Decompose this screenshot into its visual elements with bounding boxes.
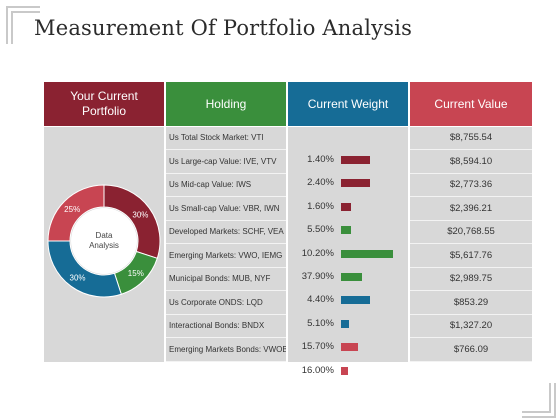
- donut-center-label: Data: [96, 231, 113, 240]
- corner-bracket-bottom-right: [522, 383, 556, 418]
- weight-bar: [341, 226, 351, 235]
- values-column: $8,755.54 $8,594.10 $2,773.36 $2,396.21 $20,…: [410, 127, 532, 362]
- holding-row: Emerging Markets: VWO, IEMG: [166, 245, 286, 268]
- weight-row: 1.40%: [288, 151, 408, 169]
- weight-label: 2.40%: [307, 177, 334, 189]
- weight-label: 5.10%: [307, 317, 334, 329]
- value-row: $2,989.75: [410, 268, 532, 291]
- value-row: $5,617.76: [410, 245, 532, 268]
- header-your-current-portfolio: Your Current Portfolio: [44, 82, 164, 126]
- holding-row: Us Total Stock Market: VTI: [166, 127, 286, 150]
- weights-column: 1.40% 2.40% 1.60% 5.50% 10.20% 37.90% 4.40% 5.1…: [288, 127, 408, 376]
- weight-bar: [341, 366, 348, 375]
- donut-segment-label: 25%: [64, 205, 80, 214]
- corner-bracket-top-left: [6, 6, 40, 44]
- value-row: $8,594.10: [410, 151, 532, 174]
- holding-row: Us Small-cap Value: VBR, IWN: [166, 198, 286, 221]
- holding-row: Municipal Bonds: MUB, NYF: [166, 268, 286, 291]
- weight-label: 16.00%: [301, 364, 334, 376]
- holding-row: Us Mid-cap Value: IWS: [166, 174, 286, 197]
- header-portfolio-line1: Your Current: [70, 89, 138, 103]
- holdings-column: Us Total Stock Market: VTI Us Large-cap V…: [166, 127, 286, 362]
- donut-segment: [47, 184, 105, 242]
- portfolio-panel: 30% 15% 30% 25% Data Analysis: [44, 127, 164, 362]
- weight-row: 4.40%: [288, 291, 408, 309]
- holding-row: Us Large-cap Value: IVE, VTV: [166, 151, 286, 174]
- weight-bar: [341, 319, 349, 328]
- table-header: Your Current Portfolio Holding Current W…: [0, 82, 560, 126]
- weight-label: 1.40%: [307, 154, 334, 165]
- value-row: $2,773.36: [410, 174, 532, 197]
- page-title: Measurement Of Portfolio Analysis: [34, 16, 413, 40]
- header-current-weight: Current Weight: [288, 82, 408, 126]
- weight-bar: [341, 156, 370, 164]
- value-row: $1,327.20: [410, 315, 532, 338]
- weight-row: 5.10%: [288, 315, 408, 333]
- weight-label: 4.40%: [307, 294, 334, 306]
- donut-segment-label: 30%: [132, 211, 148, 220]
- value-row: $2,396.21: [410, 198, 532, 221]
- value-row: $853.29: [410, 292, 532, 315]
- holding-row: Us Corporate ONDS: LQD: [166, 292, 286, 315]
- weight-label: 37.90%: [301, 271, 334, 282]
- header-holding: Holding: [166, 82, 286, 126]
- weight-bar: [341, 179, 370, 188]
- weight-bar: [341, 273, 362, 281]
- donut-segment-label: 30%: [70, 273, 86, 282]
- weight-bar: [341, 202, 351, 211]
- weight-label: 15.70%: [301, 341, 334, 353]
- weight-bar: [341, 249, 393, 258]
- weight-label: 1.60%: [307, 200, 334, 212]
- donut-hole: [71, 208, 137, 274]
- header-current-value: Current Value: [410, 82, 532, 126]
- weight-bar: [341, 296, 370, 305]
- value-row: $8,755.54: [410, 127, 532, 150]
- holding-row: Interactional Bonds: BNDX: [166, 315, 286, 338]
- donut-center-label: Analysis: [89, 241, 119, 250]
- holding-row: Developed Markets: SCHF, VEA: [166, 221, 286, 244]
- weight-row: 10.20%: [288, 245, 408, 263]
- weight-bar: [341, 343, 358, 352]
- weight-row: 5.50%: [288, 221, 408, 239]
- weight-label: 10.20%: [301, 247, 334, 259]
- weight-row: 15.70%: [288, 338, 408, 356]
- weight-row: 1.60%: [288, 198, 408, 216]
- weight-row: 16.00%: [288, 362, 408, 380]
- donut-segment-label: 15%: [128, 269, 144, 278]
- weight-row: 37.90%: [288, 268, 408, 286]
- header-portfolio-line2: Portfolio: [81, 104, 127, 118]
- value-row: $20,768.55: [410, 221, 532, 244]
- holding-row: Emerging Markets Bonds: VWOB: [166, 339, 286, 362]
- value-row: $766.09: [410, 339, 532, 362]
- weight-label: 5.50%: [307, 224, 334, 236]
- weight-row: 2.40%: [288, 174, 408, 192]
